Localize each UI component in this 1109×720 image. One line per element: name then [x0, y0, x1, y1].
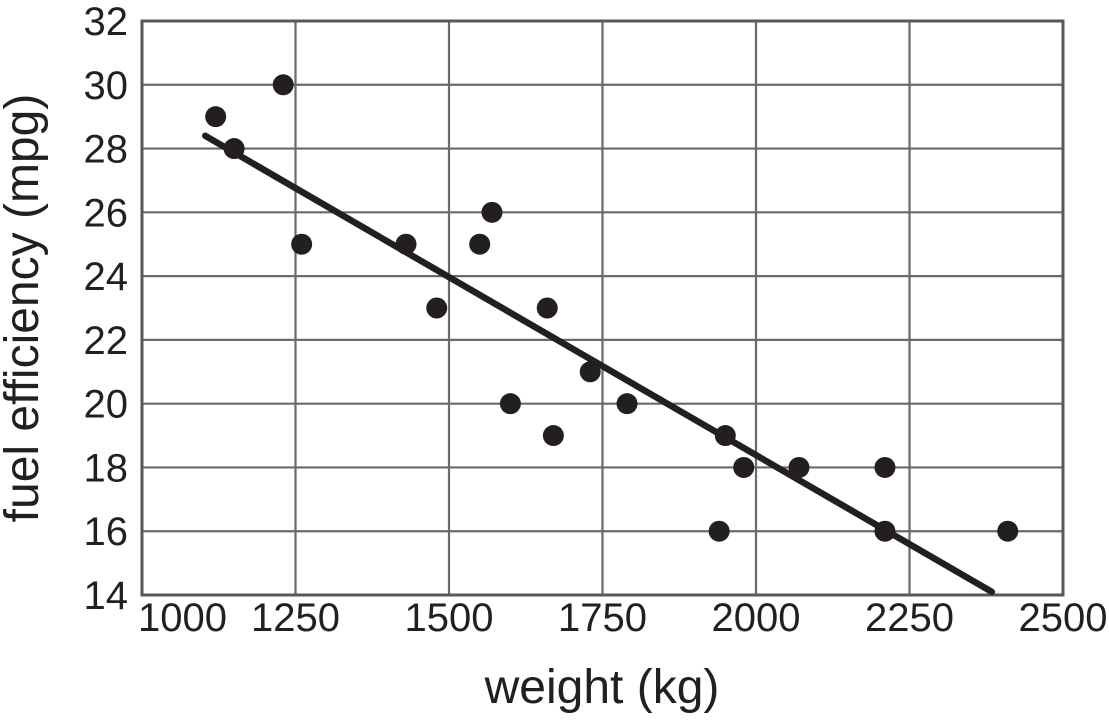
data-point — [874, 456, 896, 478]
x-tick-label: 1500 — [405, 596, 494, 640]
plot-border — [140, 19, 1065, 597]
x-tick-label: 2250 — [865, 596, 954, 640]
x-tick-label: 1250 — [251, 596, 340, 640]
data-point — [714, 425, 736, 447]
y-tick-label: 14 — [84, 574, 129, 618]
data-point — [616, 393, 638, 415]
data-point — [469, 233, 491, 255]
data-point — [205, 106, 227, 128]
data-point — [788, 456, 810, 478]
y-tick-label: 28 — [84, 128, 129, 172]
data-point — [272, 74, 294, 96]
y-tick-label: 22 — [84, 319, 129, 363]
x-tick-label: 1000 — [138, 596, 227, 640]
y-tick-labels: 14 16 18 20 22 24 26 28 30 32 — [84, 0, 129, 618]
y-tick-label: 24 — [84, 255, 129, 299]
y-tick-label: 26 — [84, 191, 129, 235]
y-tick-label: 30 — [84, 64, 129, 108]
x-axis-title: weight (kg) — [484, 661, 720, 714]
data-point — [223, 138, 245, 160]
data-point — [997, 520, 1019, 542]
y-tick-label: 18 — [84, 446, 129, 490]
y-tick-label: 20 — [84, 383, 129, 427]
data-point — [542, 425, 564, 447]
points-layer — [205, 74, 1019, 542]
x-tick-labels: 1000 1250 1500 1750 2000 2250 2500 — [138, 596, 1107, 640]
y-tick-label: 32 — [84, 0, 129, 44]
data-point — [481, 201, 503, 223]
x-tick-label: 2500 — [1019, 596, 1108, 640]
data-point — [536, 297, 558, 319]
data-point — [395, 233, 417, 255]
data-point — [733, 456, 755, 478]
trend-line — [201, 132, 996, 596]
data-point — [499, 393, 521, 415]
data-point — [579, 361, 601, 383]
data-point — [874, 520, 896, 542]
y-axis-title: fuel efficiency (mpg) — [0, 94, 49, 523]
x-tick-label: 1750 — [558, 596, 647, 640]
y-tick-label: 16 — [84, 510, 129, 554]
data-point — [291, 233, 313, 255]
data-point — [426, 297, 448, 319]
data-point — [708, 520, 730, 542]
x-tick-label: 2000 — [712, 596, 801, 640]
